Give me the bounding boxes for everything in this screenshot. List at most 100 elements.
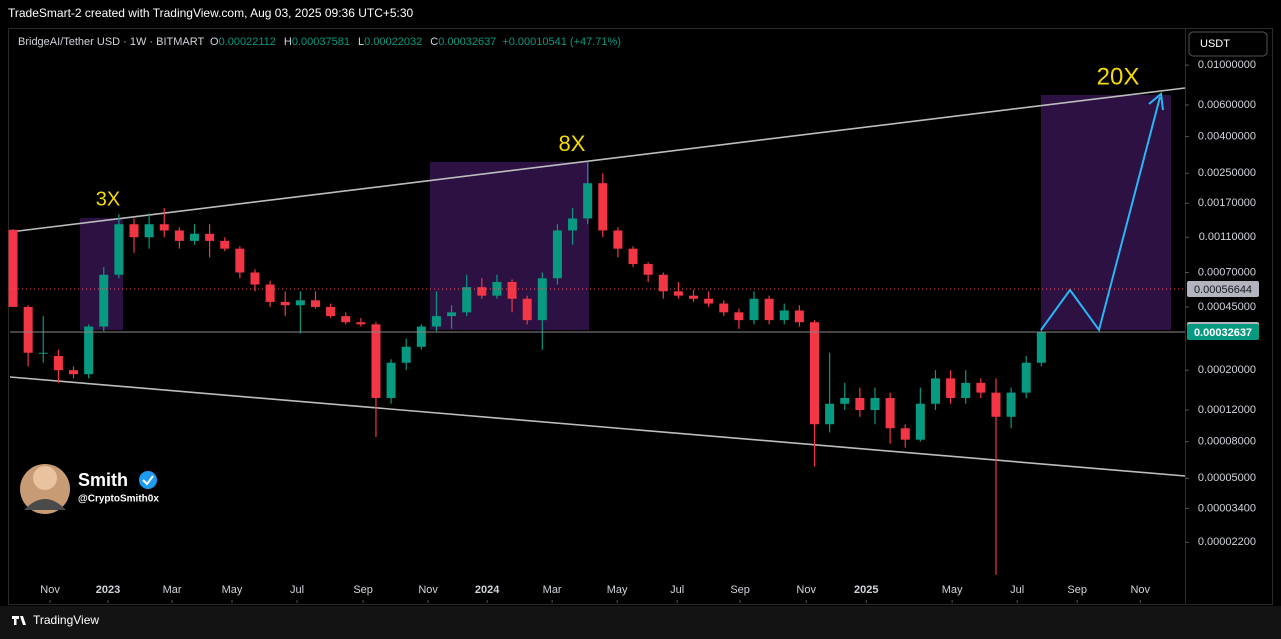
candle-body: [295, 300, 305, 306]
candle-body: [522, 298, 532, 321]
verified-badge: [139, 471, 157, 489]
x-tick-label: Jul: [670, 584, 684, 596]
candle-body: [310, 300, 320, 307]
candle-body: [507, 281, 517, 299]
y-tick-label: 0.00110000: [1199, 231, 1256, 243]
price-tag: [1187, 281, 1259, 298]
range-box: [430, 162, 589, 330]
candle-body: [159, 224, 169, 231]
projection-path: [1040, 96, 1161, 333]
candle-body: [386, 362, 396, 398]
y-tick-label: 0.00005000: [1198, 472, 1256, 484]
candle-body: [1021, 362, 1031, 393]
candle-body: [628, 248, 638, 265]
candle-body: [855, 397, 865, 411]
annotation: 8X: [559, 131, 586, 156]
candle-body: [734, 312, 744, 321]
candle-body: [174, 230, 184, 241]
candle-body: [38, 352, 48, 354]
x-tick-label: Nov: [1130, 584, 1150, 596]
candle-body: [189, 233, 199, 241]
candle-body: [326, 306, 336, 317]
candle-body: [8, 229, 18, 307]
footer-bar: [0, 606, 1281, 639]
candle-body: [764, 298, 774, 321]
y-tick-label: 0.01000000: [1198, 59, 1256, 71]
candle-body: [643, 264, 653, 275]
candle-body: [870, 397, 880, 411]
price-tag-label: 0.00056644: [1194, 284, 1252, 296]
symbol-title: BridgeAI/Tether USD · 1W · BITMART: [18, 36, 205, 48]
y-tick-label: 0.00008000: [1198, 436, 1256, 448]
candle-body: [930, 378, 940, 404]
candle-body: [840, 397, 850, 404]
candle-body: [371, 324, 381, 398]
x-tick-label: Sep: [730, 584, 750, 596]
y-tick-label: 0.00600000: [1198, 99, 1256, 111]
candle-body: [447, 312, 457, 317]
candle-body: [356, 322, 366, 325]
footer-brand: TradingView: [33, 613, 99, 627]
candle-body: [946, 378, 956, 398]
candle-body: [900, 428, 910, 440]
x-tick-label: May: [942, 584, 963, 596]
candle-body: [144, 224, 154, 238]
legend-key: H: [284, 36, 292, 48]
candle-body: [598, 183, 608, 231]
x-tick-label: Mar: [543, 584, 562, 596]
candle-body: [537, 278, 547, 321]
legend-key: L: [358, 36, 364, 48]
y-tick-label: 0.00002200: [1198, 536, 1256, 548]
legend-key: O: [210, 36, 219, 48]
avatar-shirt: [24, 499, 66, 510]
annotation: 3X: [96, 188, 120, 210]
x-tick-label: 2025: [854, 584, 878, 596]
y-tick-label: 0.00045000: [1198, 301, 1256, 313]
tv-logo: [12, 616, 26, 625]
candle-body: [462, 287, 472, 313]
candle-body: [492, 281, 502, 296]
channel-upper: [9, 87, 1186, 233]
y-tick-label: 0.00250000: [1198, 167, 1256, 179]
x-tick-label: Mar: [163, 584, 182, 596]
candle-body: [53, 355, 63, 371]
y-tick-label: 0.00012000: [1198, 404, 1256, 416]
candle-body: [416, 326, 426, 347]
price-tag-label: 0.00032637: [1194, 327, 1252, 339]
legend-value: 0.00022032: [364, 36, 422, 48]
legend-key: C: [430, 36, 438, 48]
candle-body: [915, 403, 925, 440]
candle-body: [673, 291, 683, 296]
candle-body: [99, 274, 109, 327]
chart-frame: [8, 28, 1273, 605]
candle-body: [794, 310, 804, 323]
x-tick-label: Jul: [290, 584, 304, 596]
y-tick-label: 0.00070000: [1198, 266, 1256, 278]
candle-body: [1036, 331, 1046, 363]
candle-body: [810, 322, 820, 425]
candle-body: [552, 230, 562, 279]
candle-body: [749, 298, 759, 321]
candle-body: [265, 284, 275, 302]
candle-body: [1006, 392, 1016, 417]
candle-body: [583, 183, 593, 219]
avatar-face: [33, 466, 57, 490]
x-tick-label: Sep: [353, 584, 373, 596]
candle-body: [84, 326, 94, 375]
currency-button[interactable]: [1188, 31, 1268, 57]
candle-body: [477, 287, 487, 296]
annotation: 20X: [1097, 63, 1140, 90]
candle-body: [779, 310, 789, 321]
candle-body: [613, 230, 623, 249]
price-tag: [1187, 323, 1259, 340]
candle-body: [658, 274, 668, 292]
x-tick-label: May: [607, 584, 628, 596]
verified-check: [142, 475, 154, 486]
x-tick-label: Nov: [40, 584, 60, 596]
x-tick-label: May: [222, 584, 243, 596]
candle-body: [719, 303, 729, 313]
candles: [8, 161, 1046, 575]
candle-body: [220, 240, 230, 249]
